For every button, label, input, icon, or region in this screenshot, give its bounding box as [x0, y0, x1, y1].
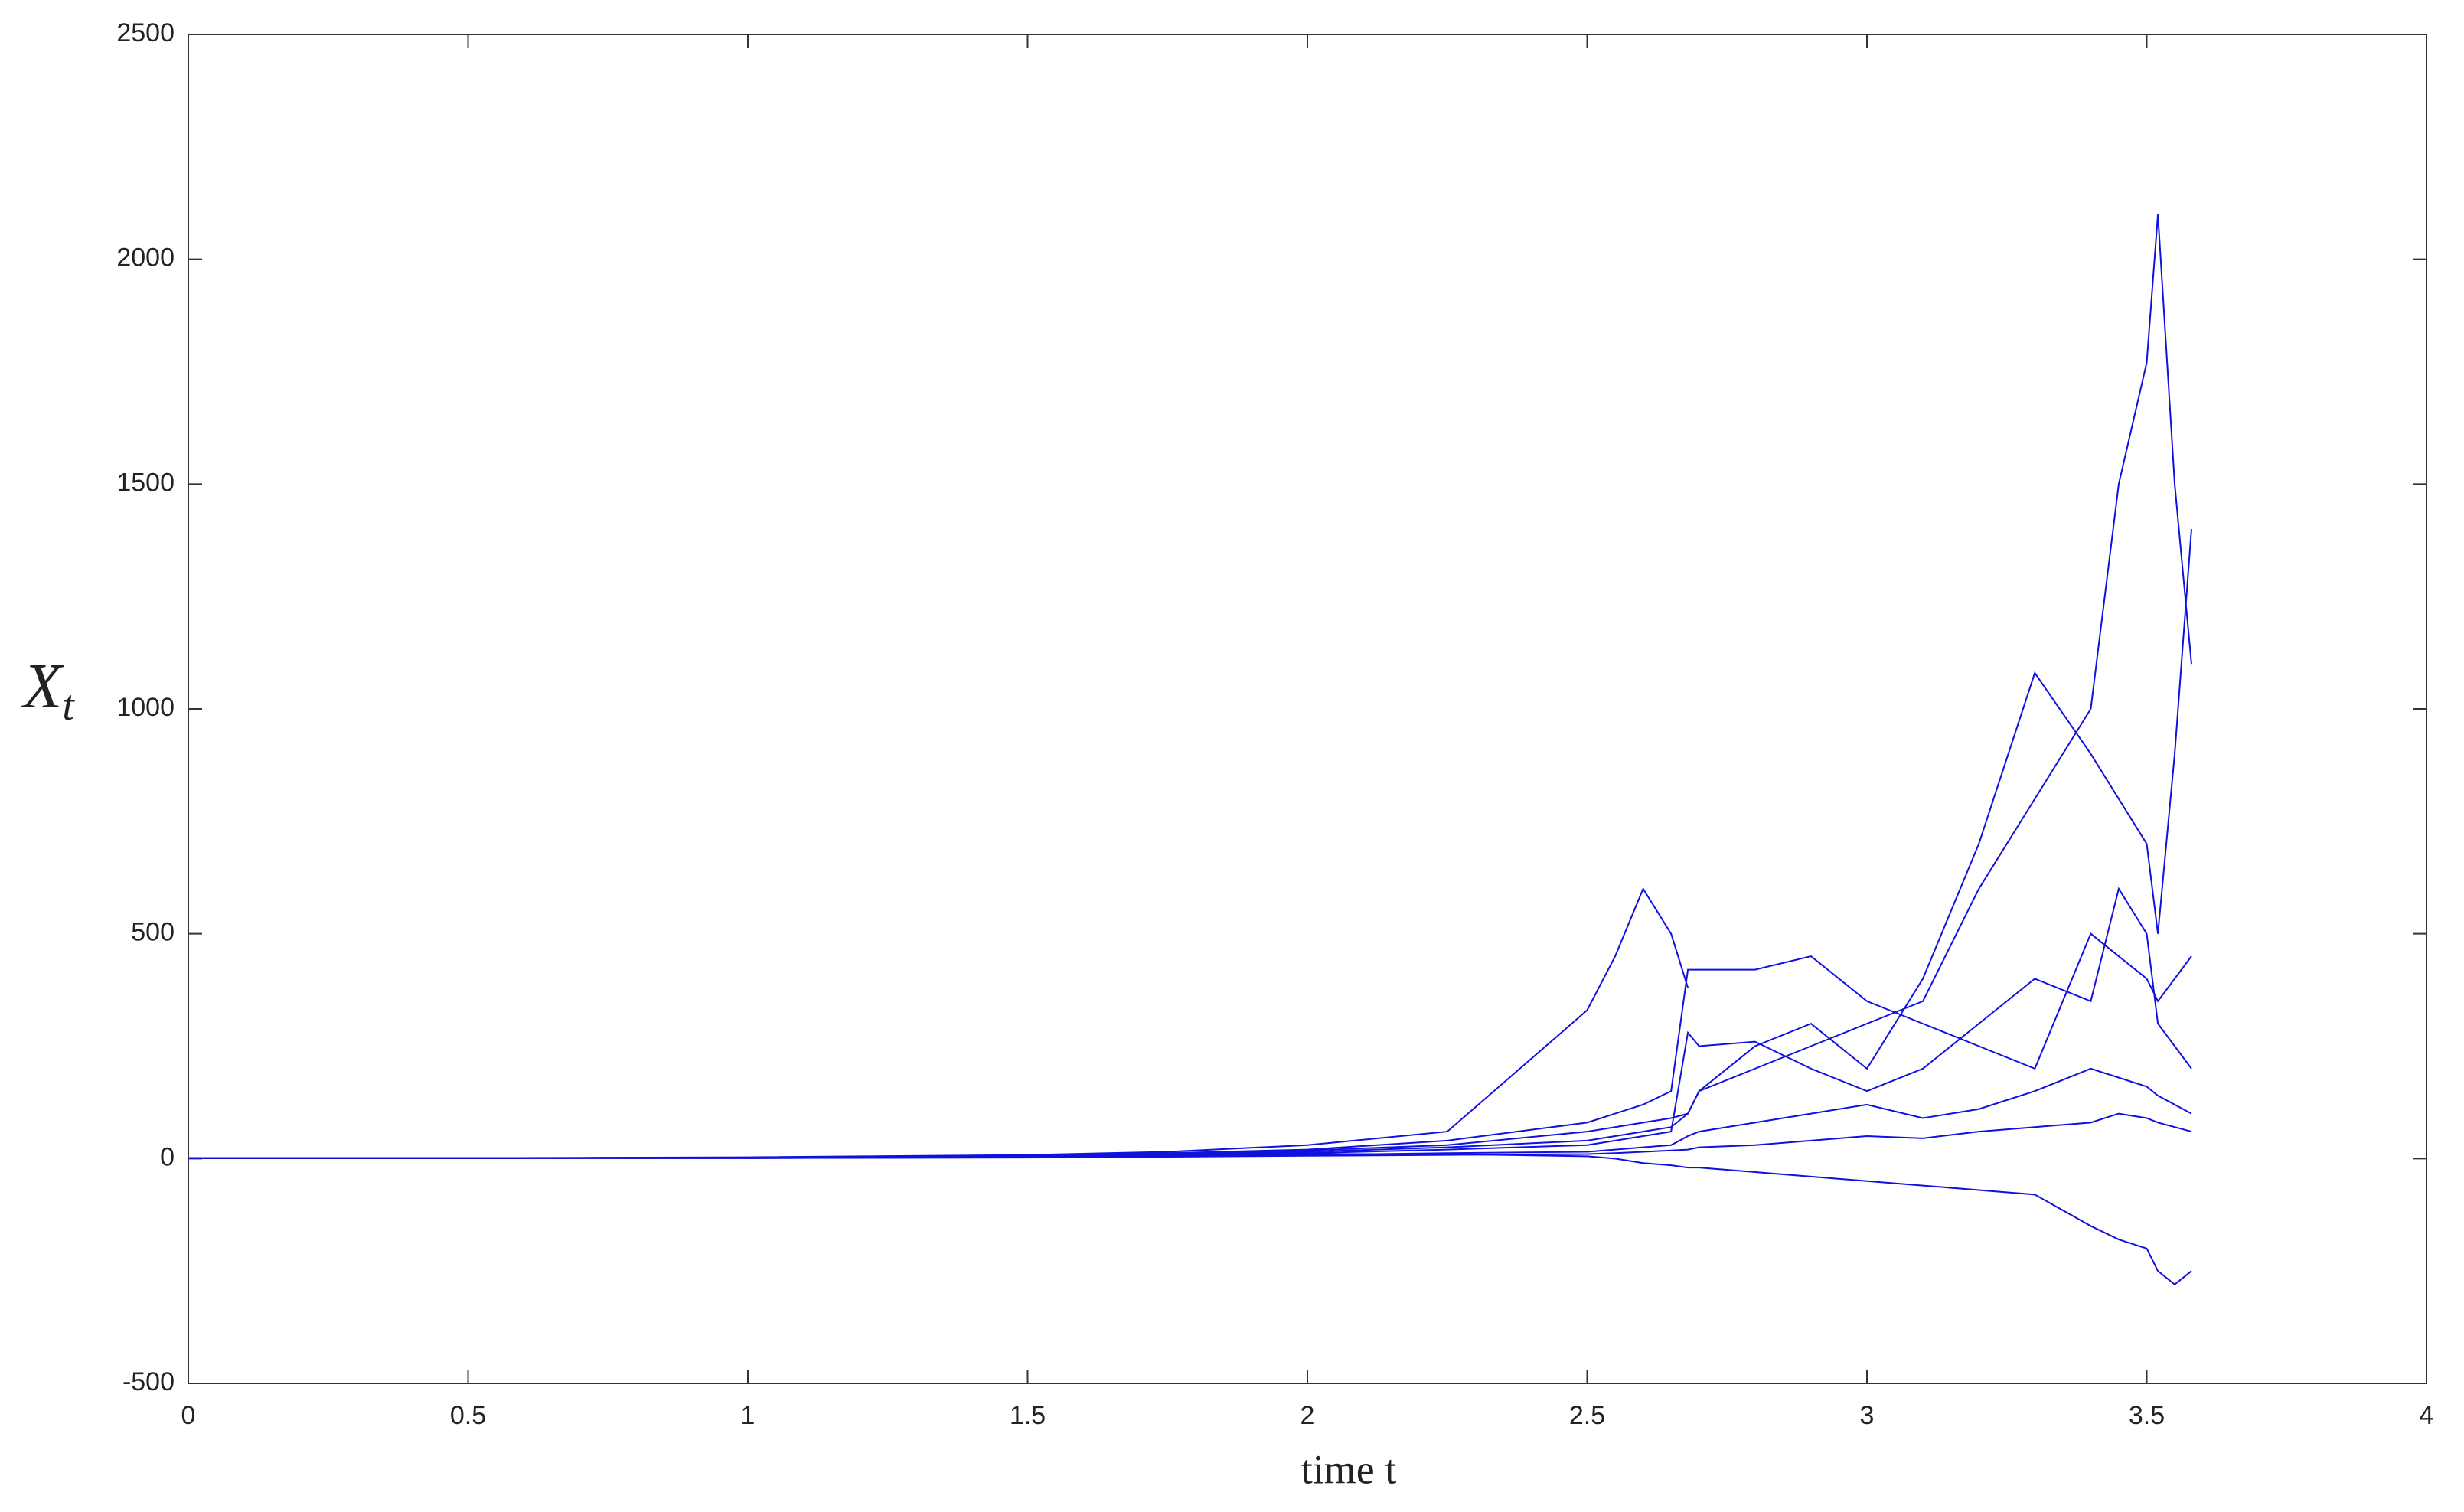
y-tick-label: 500	[131, 918, 175, 947]
series-line	[188, 932, 2192, 1159]
y-tick-label: -500	[122, 1367, 175, 1396]
x-tick-label: 1.5	[1010, 1401, 1046, 1430]
x-tick-label: 3	[1860, 1401, 1875, 1430]
series-line	[188, 214, 2192, 1159]
x-tick-label: 4	[2420, 1401, 2434, 1430]
y-axis-label: Xt	[21, 651, 75, 730]
x-tick-label: 0.5	[450, 1401, 486, 1430]
y-tick-label: 1000	[116, 693, 175, 722]
x-tick-label: 2	[1301, 1401, 1315, 1430]
series-line	[188, 887, 2192, 1159]
x-tick-label: 1	[741, 1401, 756, 1430]
series-line	[188, 1153, 2192, 1286]
x-tick-label: 3.5	[2129, 1401, 2165, 1430]
series-line	[188, 1112, 2192, 1159]
x-tick-label: 0	[181, 1401, 196, 1430]
y-tick-label: 0	[160, 1142, 175, 1171]
x-axis-label: time t	[1301, 1446, 1396, 1492]
series-line	[188, 528, 2192, 1159]
y-tick-label: 2000	[116, 243, 175, 273]
y-tick-label: 1500	[116, 468, 175, 497]
y-tick-label: 2500	[116, 18, 175, 47]
x-tick-label: 2.5	[1569, 1401, 1605, 1430]
series-line	[188, 887, 1689, 1159]
